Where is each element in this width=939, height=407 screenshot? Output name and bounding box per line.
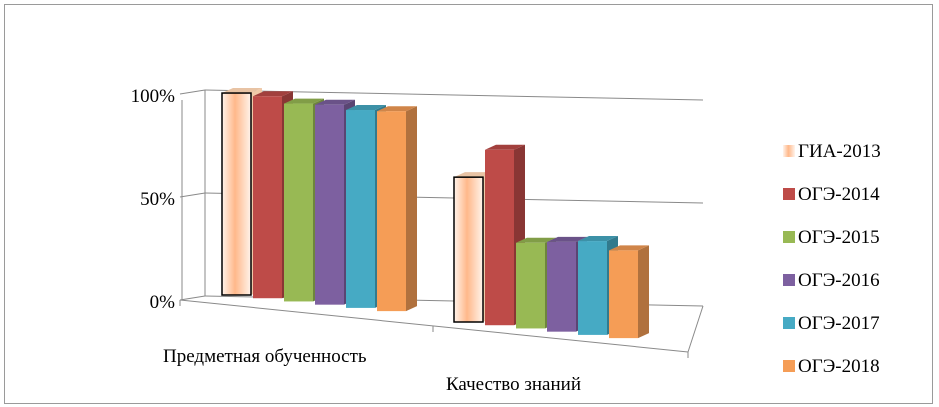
legend-swatch [783,317,795,329]
legend: ГИА-2013 ОГЭ-2014 ОГЭ-2015 ОГЭ-2016 ОГЭ-2017… [783,141,881,377]
category-label: Качество знаний [446,374,581,395]
legend-item: ОГЭ-2016 [783,270,880,291]
legend-swatch [783,145,795,157]
y-tick-label: 100% [131,86,176,107]
bar-ОГЭ-2018-2 [609,245,649,339]
bar-ОГЭ-2018-1 [377,106,417,312]
legend-label: ОГЭ-2018 [798,356,880,377]
legend-item: ОГЭ-2017 [783,313,880,334]
y-tick-mark [179,295,206,301]
legend-label: ОГЭ-2014 [798,184,880,205]
legend-swatch [783,231,795,243]
legend-swatch [783,360,795,372]
legend-label: ОГЭ-2016 [798,270,880,291]
legend-swatch [783,188,795,200]
bars [221,88,649,339]
legend-label: ГИА-2013 [798,141,881,162]
category-labels: Предметная обученность Качество знаний [163,346,581,395]
y-tick-label: 0% [150,292,176,313]
legend-item: ОГЭ-2014 [783,184,880,205]
legend-item: ГИА-2013 [783,141,881,162]
floor-right-edge [687,305,704,353]
x-axis-floor-front [179,299,689,353]
y-tick-label: 50% [140,189,175,210]
legend-label: ОГЭ-2017 [798,313,880,334]
legend-item: ОГЭ-2015 [783,227,880,248]
legend-label: ОГЭ-2015 [798,227,880,248]
y-axis-ticks: 0% 50% 100% [131,86,176,313]
y-tick-mark [179,89,206,95]
category-label: Предметная обученность [163,346,367,367]
legend-item: ОГЭ-2018 [783,356,880,377]
legend-swatch [783,274,795,286]
y-tick-mark [179,192,206,198]
